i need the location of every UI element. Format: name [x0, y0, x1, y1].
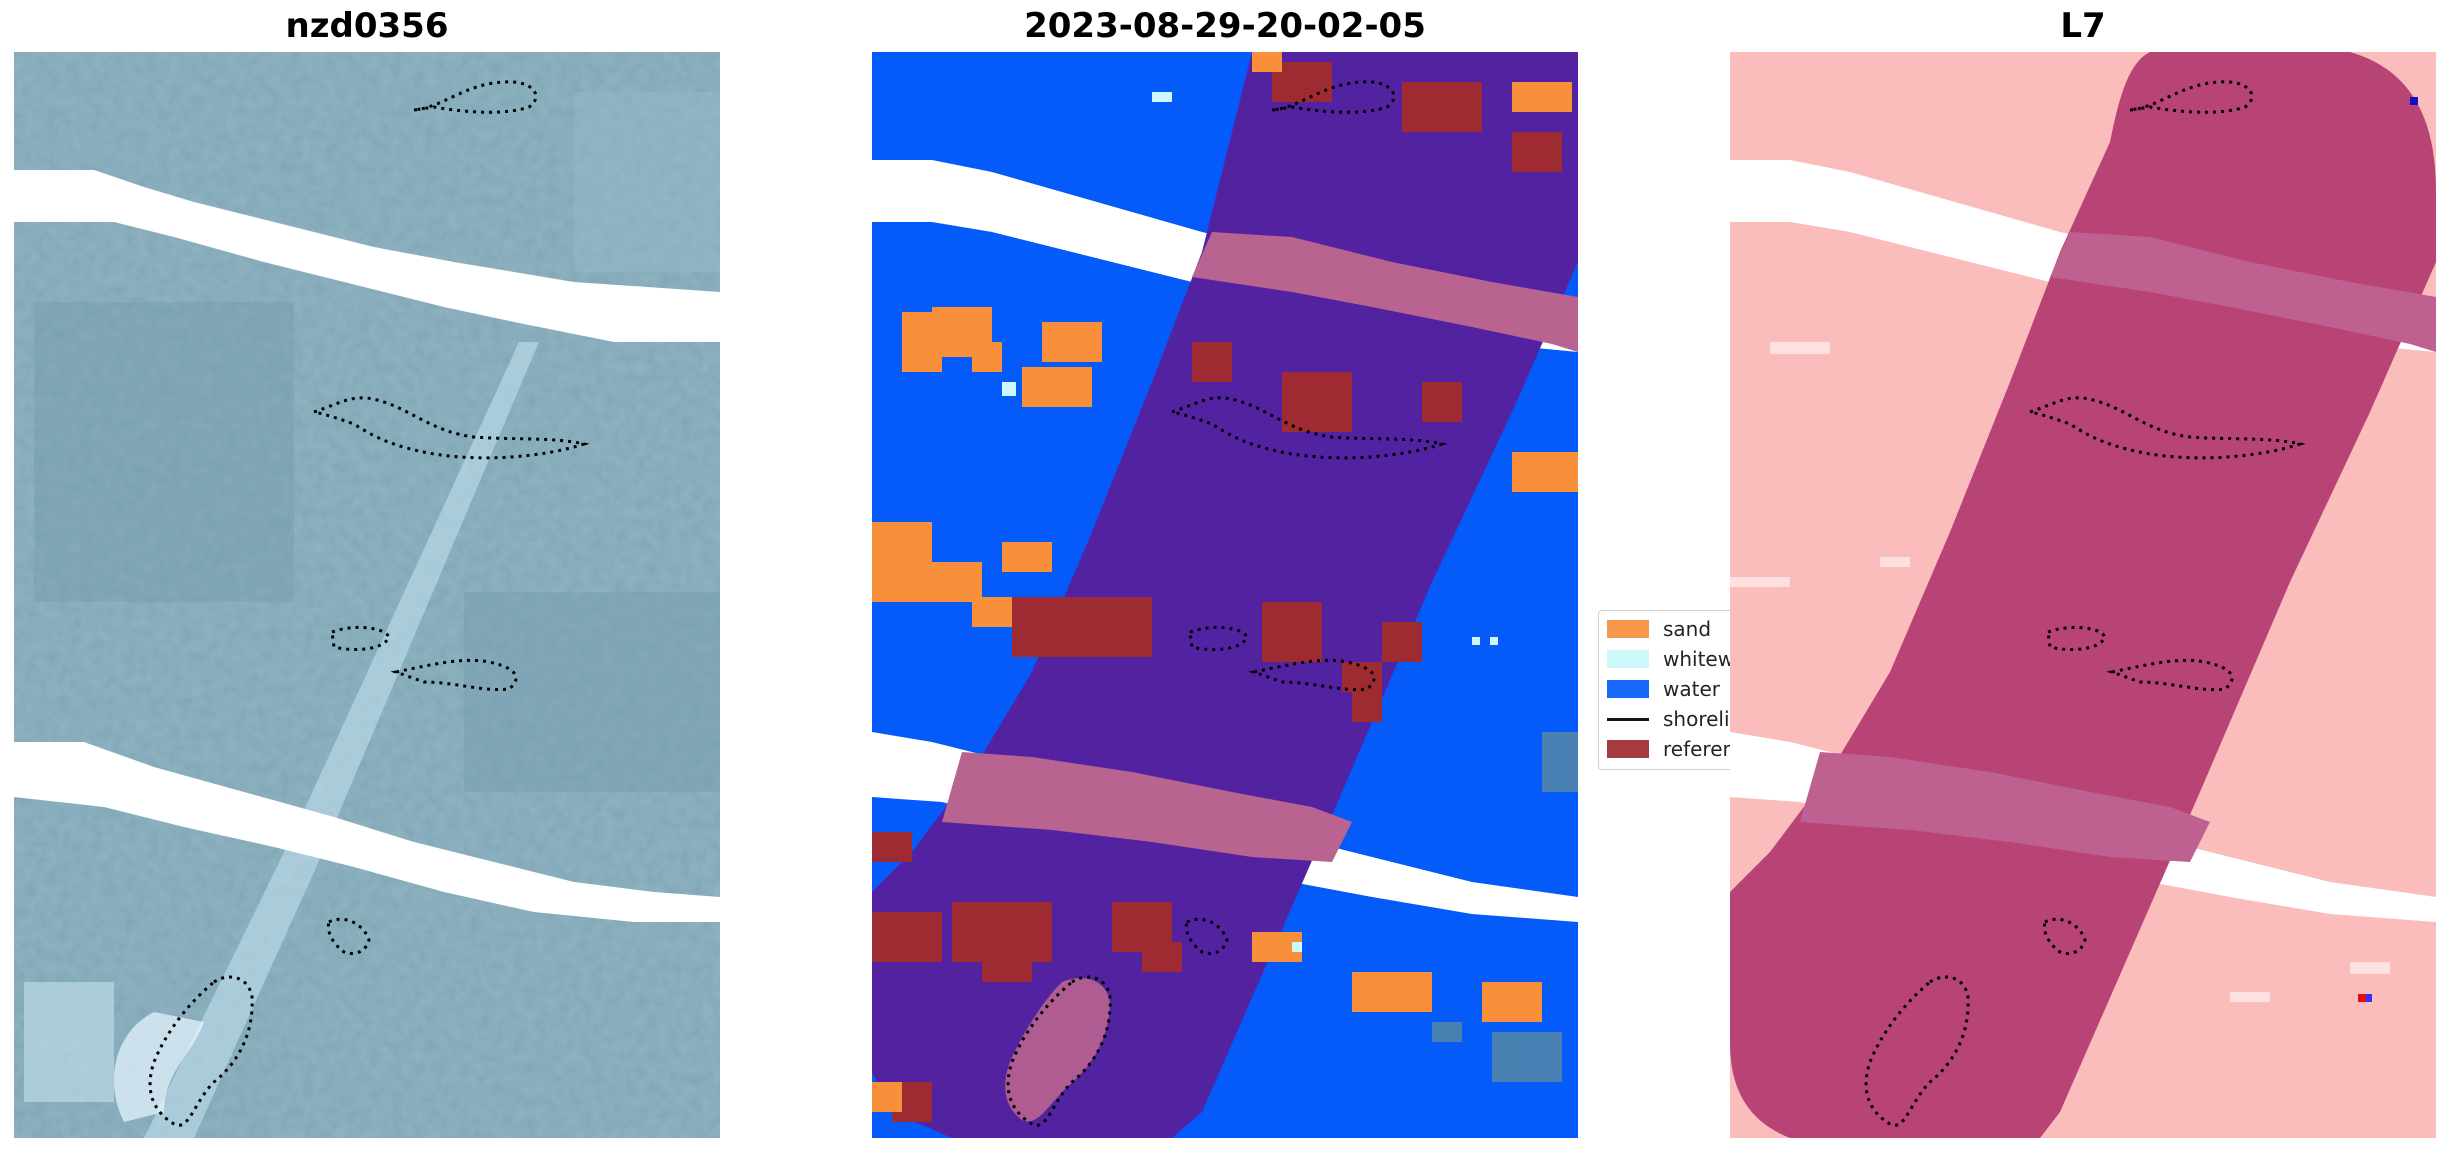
legend-label: sand — [1663, 617, 1712, 641]
nodata-stripe-bottom — [14, 742, 720, 922]
legend-swatch-sand — [1607, 620, 1649, 638]
sun-glint — [144, 342, 539, 1138]
panel-title-classification: 2023-08-29-20-02-05 — [1024, 6, 1426, 46]
panel-title-image: nzd0356 — [285, 6, 449, 46]
l7-overlap-top — [2050, 232, 2436, 352]
reference-shoreline — [148, 80, 590, 1127]
overlap-stripe-top — [1192, 232, 1578, 352]
legend-item-sand: sand — [1607, 615, 1711, 643]
whitewater-areas — [1002, 92, 1498, 952]
sensor-footprint-map — [1730, 52, 2436, 1138]
reference-buffer — [872, 62, 1562, 1122]
classification-panel — [872, 52, 1578, 1138]
sand-areas — [872, 52, 1578, 1112]
legend-label: water — [1663, 677, 1720, 701]
rgb-image-panel — [14, 52, 720, 1138]
legend-line-shoreline — [1607, 717, 1649, 721]
legend-swatch-reference-buffer — [1607, 740, 1649, 758]
sensor-panel — [1730, 52, 2436, 1138]
classified-strip — [872, 52, 1578, 1138]
reference-shoreline — [1864, 80, 2306, 1127]
panel-title-sensor: L7 — [2060, 6, 2106, 46]
legend-swatch-water — [1607, 680, 1649, 698]
legend-swatch-whitewater — [1607, 650, 1649, 668]
rgb-image — [14, 52, 720, 1138]
reference-shoreline — [1006, 80, 1448, 1127]
overlap-stripe-bottom — [942, 752, 1352, 862]
legend-item-water: water — [1607, 675, 1720, 703]
l7-strip — [1730, 52, 2436, 1138]
classification-map — [872, 52, 1578, 1138]
l7-overlap-bottom — [1800, 752, 2210, 862]
nodata-stripe-top — [14, 170, 720, 342]
